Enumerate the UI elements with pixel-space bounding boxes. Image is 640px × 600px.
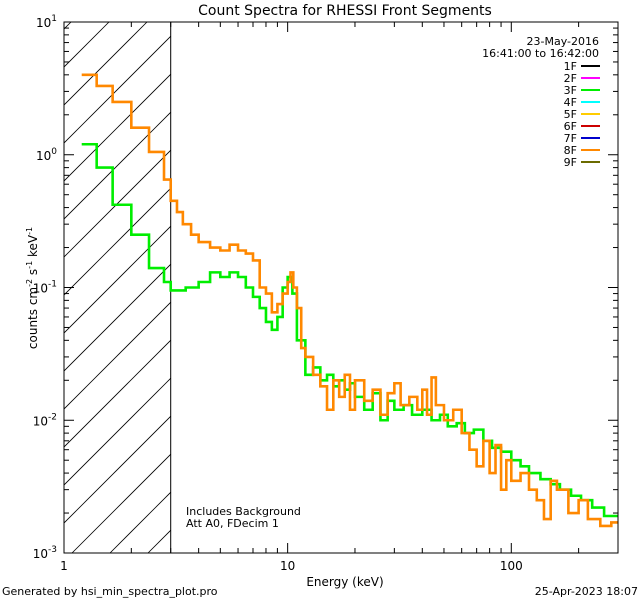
y-label-exp3: -1 [25, 227, 34, 235]
y-tick-label: 100 [36, 147, 57, 163]
x-tick-label: 100 [500, 559, 523, 573]
y-label-mid1: s [26, 269, 40, 279]
x-tick-labels: 1 10 100 [60, 559, 523, 573]
hatched-region [64, 22, 171, 553]
legend-date: 23-May-2016 [527, 35, 599, 48]
legend-label-4F: 4F [564, 96, 577, 109]
y-label-base: counts cm [26, 287, 40, 349]
hatch-line [64, 415, 171, 524]
y-tick-label: 10-3 [33, 545, 57, 561]
y-tick-labels: 101 100 10-1 10-2 10-3 [33, 14, 58, 561]
legend-time-range: 16:41:00 to 16:42:00 [482, 47, 599, 60]
annotation-attenuator: Att A0, FDecim 1 [186, 517, 279, 530]
series-layer [81, 73, 618, 528]
annotation-background: Includes Background [186, 505, 301, 518]
hatch-line [64, 35, 171, 144]
series-line-3F [81, 142, 618, 518]
y-axis-label: counts cm-2 s-1 keV-1 [25, 227, 40, 349]
legend-label-6F: 6F [564, 120, 577, 133]
legend-label-1F: 1F [564, 60, 577, 73]
hatch-line [71, 453, 171, 553]
legend-label-5F: 5F [564, 108, 577, 121]
hatch-line [64, 225, 171, 334]
chart-title: Count Spectra for RHESSI Front Segments [198, 3, 492, 19]
legend-label-8F: 8F [564, 144, 577, 157]
y-label-exp2: -1 [25, 261, 34, 269]
legend-label-7F: 7F [564, 132, 577, 145]
footer-generated-by: Generated by hsi_min_spectra_plot.pro [2, 585, 218, 598]
x-tick-label: 1 [60, 559, 68, 573]
y-tick-label: 101 [36, 14, 57, 30]
y-label-exp1: -2 [25, 279, 34, 287]
y-tick-label: 10-2 [33, 412, 57, 428]
series-line-8F [81, 73, 618, 528]
axis-ticks [63, 21, 619, 554]
legend-label-3F: 3F [564, 84, 577, 97]
hatch-line [64, 263, 171, 372]
hatch-line [64, 377, 171, 486]
footer-timestamp: 25-Apr-2023 18:07 [535, 585, 638, 598]
legend-label-2F: 2F [564, 72, 577, 85]
x-tick-label: 10 [280, 559, 295, 573]
y-tick-label: 10-1 [33, 280, 57, 296]
x-axis-label: Energy (keV) [306, 575, 383, 589]
y-label-mid2: keV [26, 234, 40, 261]
legend-label-9F: 9F [564, 156, 577, 169]
hatch-line [64, 73, 171, 182]
